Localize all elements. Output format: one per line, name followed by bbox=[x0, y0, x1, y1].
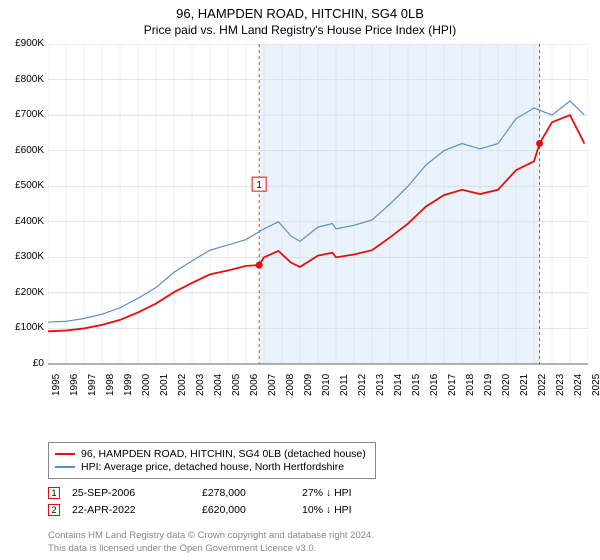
y-tick-label: £600K bbox=[4, 145, 44, 156]
y-tick-label: £400K bbox=[4, 216, 44, 227]
x-tick-label: 2009 bbox=[303, 374, 314, 396]
x-tick-label: 2004 bbox=[213, 374, 224, 396]
sale-row: 2 22-APR-2022£620,00010% ↓ HPI bbox=[48, 502, 588, 518]
sale-marker-icon: 2 bbox=[48, 504, 60, 516]
x-tick-label: 2016 bbox=[429, 374, 440, 396]
x-tick-label: 2023 bbox=[555, 374, 566, 396]
sale-date: 22-APR-2022 bbox=[72, 504, 202, 516]
x-tick-label: 2003 bbox=[195, 374, 206, 396]
x-tick-label: 2005 bbox=[231, 374, 242, 396]
x-tick-label: 2020 bbox=[501, 374, 512, 396]
x-tick-label: 2006 bbox=[249, 374, 260, 396]
x-tick-label: 1998 bbox=[105, 374, 116, 396]
page-subtitle: Price paid vs. HM Land Registry's House … bbox=[0, 23, 600, 37]
sale-diff: 27% ↓ HPI bbox=[302, 487, 402, 499]
page-title: 96, HAMPDEN ROAD, HITCHIN, SG4 0LB bbox=[0, 0, 600, 21]
legend: 96, HAMPDEN ROAD, HITCHIN, SG4 0LB (deta… bbox=[48, 442, 376, 479]
legend-label: HPI: Average price, detached house, Nort… bbox=[81, 461, 344, 473]
x-tick-label: 1997 bbox=[87, 374, 98, 396]
footer: Contains HM Land Registry data © Crown c… bbox=[48, 530, 374, 555]
y-tick-label: £200K bbox=[4, 287, 44, 298]
legend-swatch bbox=[55, 466, 75, 468]
x-tick-label: 2019 bbox=[483, 374, 494, 396]
x-tick-label: 1996 bbox=[69, 374, 80, 396]
y-tick-label: £800K bbox=[4, 74, 44, 85]
x-tick-label: 2010 bbox=[321, 374, 332, 396]
footer-line-2: This data is licensed under the Open Gov… bbox=[48, 543, 374, 555]
x-tick-label: 2007 bbox=[267, 374, 278, 396]
y-tick-label: £700K bbox=[4, 109, 44, 120]
chart-svg: 12 bbox=[48, 44, 588, 414]
y-tick-label: £900K bbox=[4, 38, 44, 49]
legend-swatch bbox=[55, 453, 75, 455]
x-tick-label: 2025 bbox=[591, 374, 600, 396]
sale-price: £620,000 bbox=[202, 504, 302, 516]
sales-table: 1 25-SEP-2006£278,00027% ↓ HPI 2 22-APR-202… bbox=[48, 484, 588, 519]
x-tick-label: 2022 bbox=[537, 374, 548, 396]
x-tick-label: 2017 bbox=[447, 374, 458, 396]
x-tick-label: 2018 bbox=[465, 374, 476, 396]
x-tick-label: 2021 bbox=[519, 374, 530, 396]
sale-date: 25-SEP-2006 bbox=[72, 487, 202, 499]
footer-line-1: Contains HM Land Registry data © Crown c… bbox=[48, 530, 374, 542]
sale-marker-icon: 1 bbox=[48, 487, 60, 499]
x-tick-label: 2015 bbox=[411, 374, 422, 396]
chart: 12 bbox=[48, 44, 588, 414]
x-tick-label: 1995 bbox=[51, 374, 62, 396]
svg-text:1: 1 bbox=[256, 180, 262, 191]
x-tick-label: 2008 bbox=[285, 374, 296, 396]
legend-item: 96, HAMPDEN ROAD, HITCHIN, SG4 0LB (deta… bbox=[55, 448, 369, 460]
x-tick-label: 2011 bbox=[339, 374, 350, 396]
x-tick-label: 2024 bbox=[573, 374, 584, 396]
y-tick-label: £300K bbox=[4, 251, 44, 262]
legend-label: 96, HAMPDEN ROAD, HITCHIN, SG4 0LB (deta… bbox=[81, 448, 366, 460]
x-tick-label: 2014 bbox=[393, 374, 404, 396]
y-tick-label: £500K bbox=[4, 180, 44, 191]
sale-diff: 10% ↓ HPI bbox=[302, 504, 402, 516]
sale-row: 1 25-SEP-2006£278,00027% ↓ HPI bbox=[48, 485, 588, 501]
x-tick-label: 2013 bbox=[375, 374, 386, 396]
y-tick-label: £100K bbox=[4, 322, 44, 333]
y-tick-label: £0 bbox=[4, 358, 44, 369]
legend-item: HPI: Average price, detached house, Nort… bbox=[55, 461, 369, 473]
x-tick-label: 2012 bbox=[357, 374, 368, 396]
x-tick-label: 2001 bbox=[159, 374, 170, 396]
sale-price: £278,000 bbox=[202, 487, 302, 499]
x-tick-label: 2002 bbox=[177, 374, 188, 396]
x-tick-label: 2000 bbox=[141, 374, 152, 396]
x-tick-label: 1999 bbox=[123, 374, 134, 396]
